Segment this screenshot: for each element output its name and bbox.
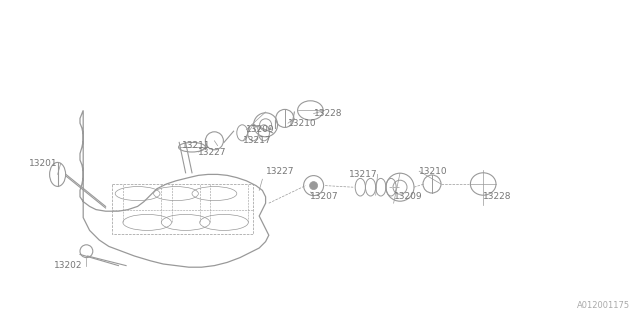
Text: 13227: 13227: [198, 148, 227, 156]
Text: 13207: 13207: [310, 192, 339, 201]
Text: 13217: 13217: [243, 136, 272, 145]
Text: 13211: 13211: [182, 141, 211, 150]
Ellipse shape: [50, 163, 66, 186]
Text: 13228: 13228: [483, 192, 512, 201]
Text: 13209: 13209: [246, 125, 275, 134]
Ellipse shape: [80, 245, 93, 258]
Text: 13201: 13201: [29, 159, 58, 168]
Text: 13210: 13210: [288, 119, 317, 128]
Text: 13227: 13227: [266, 167, 294, 176]
Ellipse shape: [470, 173, 496, 195]
Text: 13228: 13228: [314, 109, 342, 118]
Ellipse shape: [298, 101, 323, 120]
Text: A012001175: A012001175: [577, 301, 630, 310]
Text: 13209: 13209: [394, 192, 422, 201]
Text: 13202: 13202: [54, 261, 83, 270]
Text: 13217: 13217: [349, 170, 378, 179]
Text: 13210: 13210: [419, 167, 448, 176]
Circle shape: [310, 182, 317, 189]
Circle shape: [205, 132, 223, 150]
